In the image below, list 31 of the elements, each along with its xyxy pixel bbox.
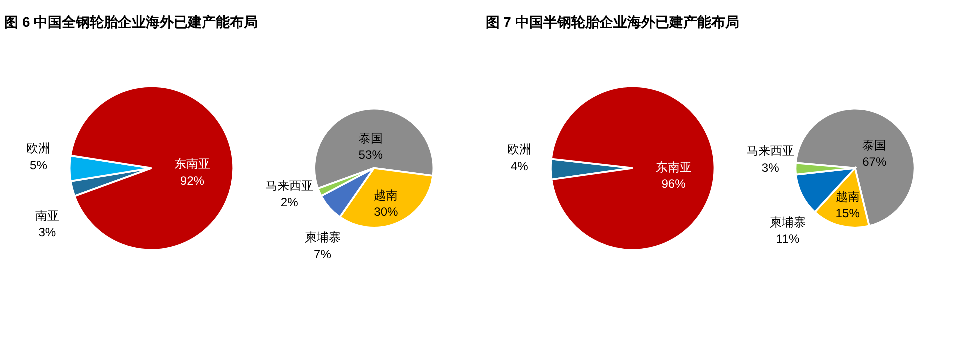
chart-title: 图 7 中国半钢轮胎企业海外已建产能布局 bbox=[486, 14, 740, 30]
slice-label: 欧洲 bbox=[508, 142, 532, 157]
data-label: 67% bbox=[862, 155, 888, 170]
data-label: 2% bbox=[280, 196, 299, 210]
slice-label: 泰国 bbox=[358, 131, 383, 146]
data-label: 53% bbox=[358, 148, 384, 162]
slice-label: 柬埔寨 bbox=[770, 215, 806, 230]
pie-slice bbox=[70, 86, 234, 252]
slice-label: 柬埔寨 bbox=[304, 230, 341, 245]
slice-label: 欧洲 bbox=[26, 142, 51, 156]
data-label: 92% bbox=[180, 174, 205, 188]
slice-label: 马来西亚 bbox=[746, 144, 795, 158]
pie-slice bbox=[550, 86, 716, 252]
data-label: 7% bbox=[314, 247, 332, 262]
slice-label: 越南 bbox=[836, 190, 860, 204]
chart-title: 图 6 中国全钢轮胎企业海外已建产能布局 bbox=[4, 14, 258, 30]
slice-label: 南亚 bbox=[35, 208, 60, 223]
pie-slice bbox=[795, 108, 916, 228]
slice-label: 东南亚 bbox=[174, 157, 210, 172]
slice-label: 越南 bbox=[374, 188, 398, 202]
data-label: 3% bbox=[762, 160, 780, 175]
data-label: 15% bbox=[836, 206, 860, 221]
slice-label: 马来西亚 bbox=[266, 178, 314, 193]
data-label: 5% bbox=[30, 158, 48, 172]
data-label: 96% bbox=[662, 177, 686, 192]
data-label: 4% bbox=[510, 159, 529, 174]
data-label: 30% bbox=[374, 205, 399, 220]
data-label: 11% bbox=[776, 232, 800, 246]
slice-label: 泰国 bbox=[862, 138, 887, 152]
data-label: 3% bbox=[38, 226, 56, 240]
slice-label: 东南亚 bbox=[656, 160, 692, 174]
